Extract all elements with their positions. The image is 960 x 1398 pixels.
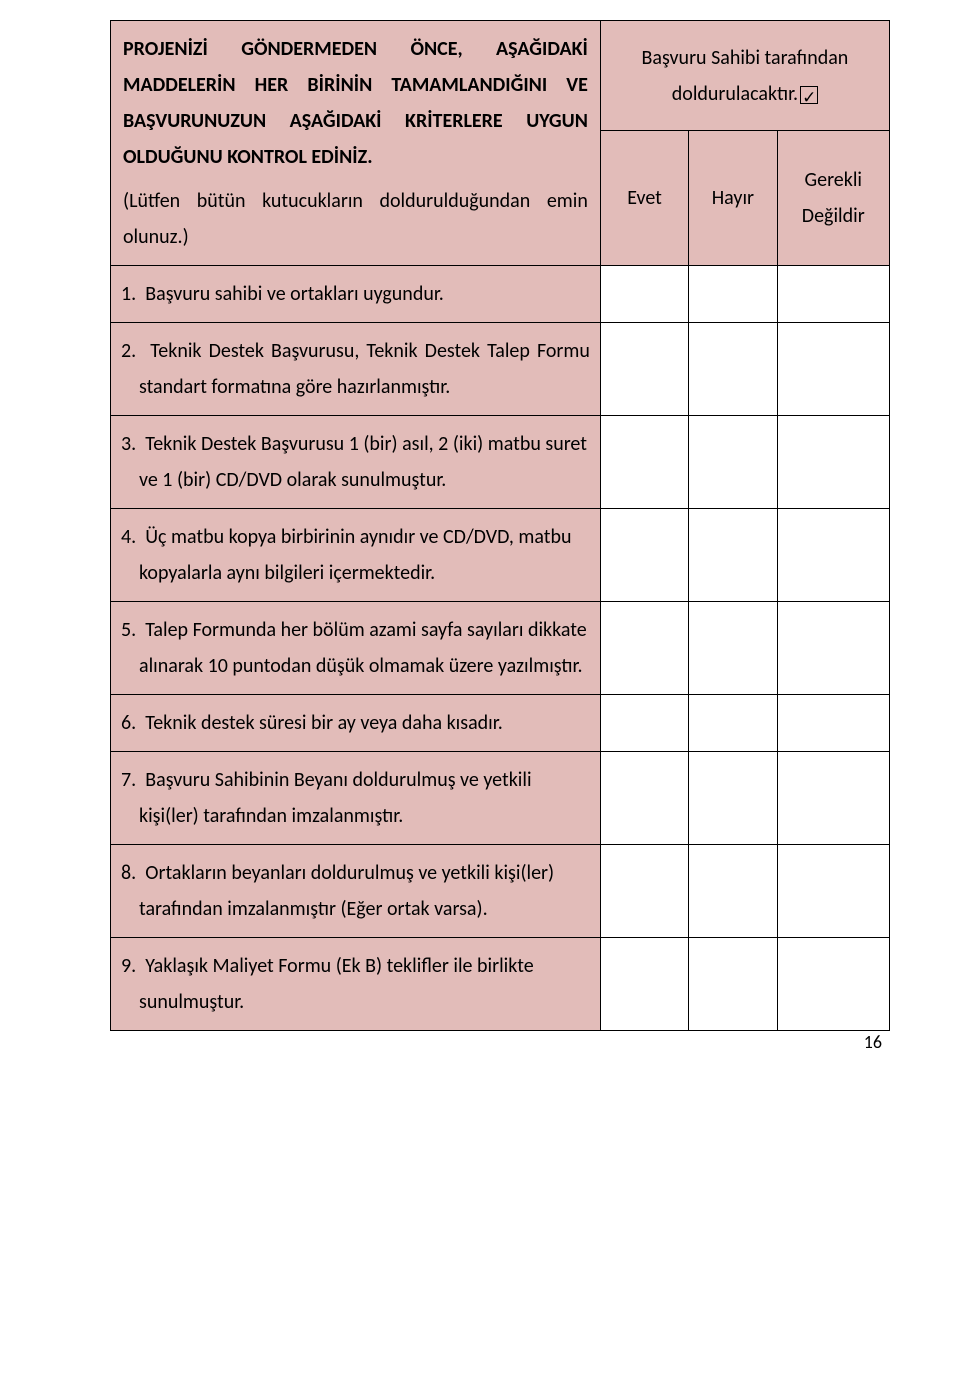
row-9-gerekli[interactable] (777, 938, 889, 1031)
row-8-text: 8. Ortakların beyanları doldurulmuş ve y… (111, 845, 601, 938)
col-hayir: Hayır (689, 131, 777, 266)
header-left-top: PROJENİZİ GÖNDERMEDEN ÖNCE, AŞAĞIDAKİ MA… (123, 31, 588, 175)
table-row: 4. Üç matbu kopya birbirinin aynıdır ve … (111, 509, 890, 602)
table-row: 9. Yaklaşık Maliyet Formu (Ek B) teklifl… (111, 938, 890, 1031)
row-5-evet[interactable] (600, 602, 688, 695)
row-6-evet[interactable] (600, 695, 688, 752)
col-gerekli: Gerekli Değildir (777, 131, 889, 266)
row-4-hayir[interactable] (689, 509, 777, 602)
header-row-1: PROJENİZİ GÖNDERMEDEN ÖNCE, AŞAĞIDAKİ MA… (111, 21, 890, 131)
header-left-bottom: (Lütfen bütün kutucukların doldurulduğun… (123, 183, 588, 255)
row-5-hayir[interactable] (689, 602, 777, 695)
row-9-hayir[interactable] (689, 938, 777, 1031)
table-row: 7. Başvuru Sahibinin Beyanı doldurulmuş … (111, 752, 890, 845)
checkbox-icon (800, 86, 818, 104)
row-2-text: 2. Teknik Destek Başvurusu, Teknik Deste… (111, 323, 601, 416)
row-7-text: 7. Başvuru Sahibinin Beyanı doldurulmuş … (111, 752, 601, 845)
row-6-text: 6. Teknik destek süresi bir ay veya daha… (111, 695, 601, 752)
row-1-text: 1. Başvuru sahibi ve ortakları uygundur. (111, 266, 601, 323)
row-6-gerekli[interactable] (777, 695, 889, 752)
row-9-evet[interactable] (600, 938, 688, 1031)
row-4-text: 4. Üç matbu kopya birbirinin aynıdır ve … (111, 509, 601, 602)
row-8-hayir[interactable] (689, 845, 777, 938)
row-2-evet[interactable] (600, 323, 688, 416)
document-page: PROJENİZİ GÖNDERMEDEN ÖNCE, AŞAĞIDAKİ MA… (0, 0, 960, 1061)
table-row: 6. Teknik destek süresi bir ay veya daha… (111, 695, 890, 752)
col-evet: Evet (600, 131, 688, 266)
row-1-gerekli[interactable] (777, 266, 889, 323)
row-3-evet[interactable] (600, 416, 688, 509)
row-1-hayir[interactable] (689, 266, 777, 323)
table-row: 3. Teknik Destek Başvurusu 1 (bir) asıl,… (111, 416, 890, 509)
checklist-table: PROJENİZİ GÖNDERMEDEN ÖNCE, AŞAĞIDAKİ MA… (110, 20, 890, 1031)
row-8-gerekli[interactable] (777, 845, 889, 938)
row-4-gerekli[interactable] (777, 509, 889, 602)
row-2-hayir[interactable] (689, 323, 777, 416)
row-1-evet[interactable] (600, 266, 688, 323)
table-row: 2. Teknik Destek Başvurusu, Teknik Deste… (111, 323, 890, 416)
header-right-top: Başvuru Sahibi tarafından doldurulacaktı… (600, 21, 889, 131)
row-9-text: 9. Yaklaşık Maliyet Formu (Ek B) teklifl… (111, 938, 601, 1031)
row-7-gerekli[interactable] (777, 752, 889, 845)
row-3-gerekli[interactable] (777, 416, 889, 509)
table-row: 8. Ortakların beyanları doldurulmuş ve y… (111, 845, 890, 938)
row-7-evet[interactable] (600, 752, 688, 845)
row-7-hayir[interactable] (689, 752, 777, 845)
row-2-gerekli[interactable] (777, 323, 889, 416)
row-3-hayir[interactable] (689, 416, 777, 509)
row-5-text: 5. Talep Formunda her bölüm azami sayfa … (111, 602, 601, 695)
row-3-text: 3. Teknik Destek Başvurusu 1 (bir) asıl,… (111, 416, 601, 509)
row-5-gerekli[interactable] (777, 602, 889, 695)
page-number: 16 (864, 1031, 882, 1053)
row-8-evet[interactable] (600, 845, 688, 938)
table-row: 1. Başvuru sahibi ve ortakları uygundur. (111, 266, 890, 323)
table-row: 5. Talep Formunda her bölüm azami sayfa … (111, 602, 890, 695)
row-4-evet[interactable] (600, 509, 688, 602)
row-6-hayir[interactable] (689, 695, 777, 752)
header-left: PROJENİZİ GÖNDERMEDEN ÖNCE, AŞAĞIDAKİ MA… (111, 21, 601, 266)
